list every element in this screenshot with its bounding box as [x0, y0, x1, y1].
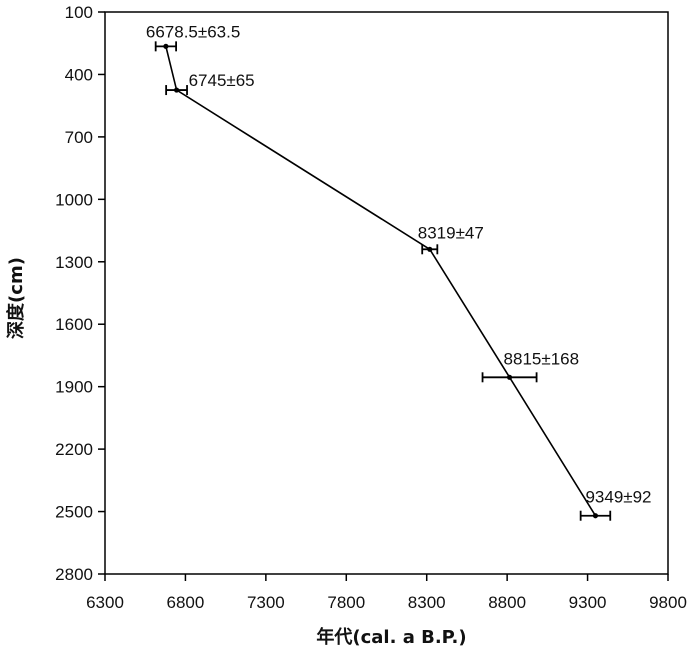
x-tick-label: 7300 [247, 593, 285, 612]
y-tick-label: 2500 [55, 503, 93, 522]
x-tick-label: 8300 [408, 593, 446, 612]
plot-frame [105, 12, 668, 574]
y-tick-label: 2800 [55, 565, 93, 584]
data-label: 6745±65 [189, 71, 255, 90]
y-tick-label: 1600 [55, 315, 93, 334]
y-axis-title: 深度(cm) [5, 257, 27, 339]
y-axis-ticks: 100 400 700 1000 1300 1600 1900 2200 2500 2800 [55, 3, 105, 584]
y-tick-label: 1000 [55, 190, 93, 209]
x-tick-label: 6300 [86, 593, 124, 612]
data-point [427, 247, 432, 252]
x-tick-label: 9300 [569, 593, 607, 612]
x-axis-ticks: 6300 6800 7300 7800 8300 8800 9300 9800 [86, 574, 687, 612]
x-tick-label: 6800 [167, 593, 205, 612]
data-label: 9349±92 [585, 488, 651, 507]
data-point [593, 513, 598, 518]
x-axis-title: 年代(cal. a B.P.) [316, 626, 466, 648]
data-label: 8815±168 [504, 349, 580, 368]
series-line [166, 46, 596, 515]
y-tick-label: 400 [65, 65, 93, 84]
data-point [163, 44, 168, 49]
data-point [507, 375, 512, 380]
y-tick-label: 1300 [55, 253, 93, 272]
x-tick-label: 7800 [327, 593, 365, 612]
y-tick-label: 2200 [55, 440, 93, 459]
x-tick-label: 8800 [488, 593, 526, 612]
y-tick-label: 700 [65, 128, 93, 147]
y-tick-label: 100 [65, 3, 93, 22]
data-point [174, 87, 179, 92]
x-tick-label: 9800 [649, 593, 687, 612]
age-depth-series: 6678.5±63.5 6745±65 8319±47 8815±168 9349±92 [146, 22, 652, 520]
data-label: 8319±47 [418, 223, 484, 242]
y-tick-label: 1900 [55, 378, 93, 397]
data-label: 6678.5±63.5 [146, 22, 240, 41]
